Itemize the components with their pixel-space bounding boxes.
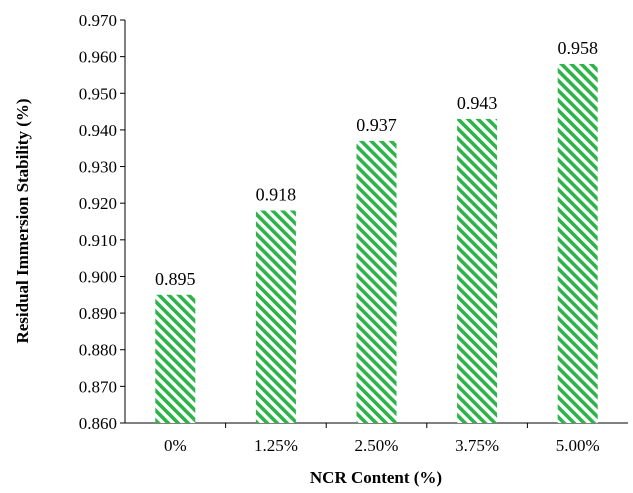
x-axis-title: NCR Content (%) [310, 468, 442, 487]
bars-group: 0.895 0.918 0.937 0.943 0.958 [155, 38, 598, 424]
x-tick-label: 2.50% [355, 436, 399, 455]
bar [457, 118, 498, 423]
y-tick-label: 0.960 [79, 48, 117, 67]
y-tick-label: 0.860 [79, 414, 117, 433]
y-axis: 0.860 0.870 0.880 0.890 0.900 0.910 0.920 0.930… [79, 11, 126, 433]
y-tick-label: 0.880 [79, 341, 117, 360]
data-label: 0.895 [155, 269, 196, 289]
bar [356, 140, 397, 423]
y-tick-label: 0.950 [79, 84, 117, 103]
x-tick-label: 5.00% [556, 436, 600, 455]
data-label: 0.958 [557, 38, 598, 58]
data-label: 0.918 [256, 185, 297, 205]
y-tick-label: 0.870 [79, 377, 117, 396]
y-tick-label: 0.930 [79, 158, 117, 177]
x-tick-label: 1.25% [254, 436, 298, 455]
x-tick-label: 0% [164, 436, 187, 455]
y-tick-label: 0.920 [79, 194, 117, 213]
y-tick-label: 0.900 [79, 267, 117, 286]
x-axis: 0% 1.25% 2.50% 3.75% 5.00% [125, 422, 628, 455]
y-axis-title: Residual Immersion Stability (%) [13, 98, 32, 343]
data-label: 0.943 [457, 93, 498, 113]
y-tick-label: 0.970 [79, 11, 117, 30]
y-tick-label: 0.910 [79, 231, 117, 250]
y-tick-label: 0.940 [79, 121, 117, 140]
bar [255, 210, 296, 423]
data-label: 0.937 [356, 115, 397, 135]
bar [155, 294, 196, 423]
bar [557, 63, 598, 424]
x-tick-label: 3.75% [455, 436, 499, 455]
y-tick-label: 0.890 [79, 304, 117, 323]
